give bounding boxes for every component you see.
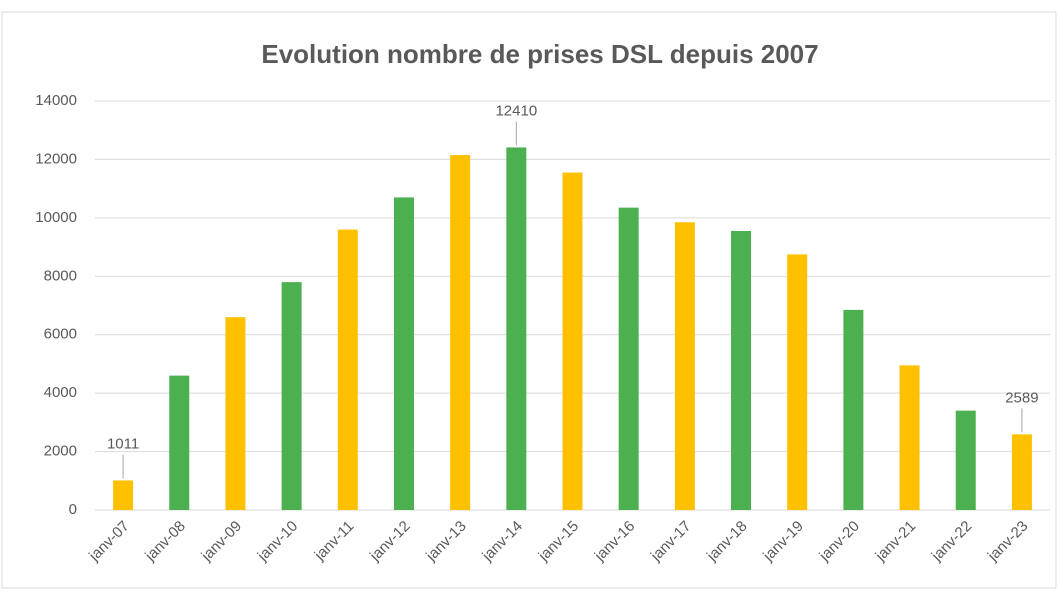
y-tick-label: 0 [69, 501, 77, 518]
bar [113, 480, 134, 510]
data-label: 2589 [1005, 389, 1038, 406]
bar [843, 309, 864, 510]
y-tick-label: 12000 [35, 150, 77, 167]
bar [337, 229, 358, 511]
y-tick-label: 14000 [35, 92, 77, 109]
chart-title: Evolution nombre de prises DSL depuis 20… [261, 39, 818, 69]
chart-border [1, 11, 1057, 589]
bar [562, 172, 583, 510]
bar [1011, 434, 1032, 510]
bar [899, 365, 920, 510]
bar [169, 375, 190, 510]
bar [393, 197, 414, 510]
bar [955, 410, 976, 510]
data-label: 12410 [495, 102, 537, 119]
bar [281, 282, 302, 510]
bar [731, 231, 752, 510]
bar [225, 317, 246, 510]
y-tick-label: 10000 [35, 209, 77, 226]
y-tick-label: 4000 [44, 384, 77, 401]
y-tick-label: 6000 [44, 326, 77, 343]
bar [674, 222, 695, 510]
bar [787, 254, 808, 510]
bar [450, 155, 471, 510]
y-tick-label: 8000 [44, 267, 77, 284]
bar [506, 147, 527, 510]
y-tick-label: 2000 [44, 443, 77, 460]
data-label: 1011 [107, 435, 139, 452]
bar [618, 207, 639, 510]
